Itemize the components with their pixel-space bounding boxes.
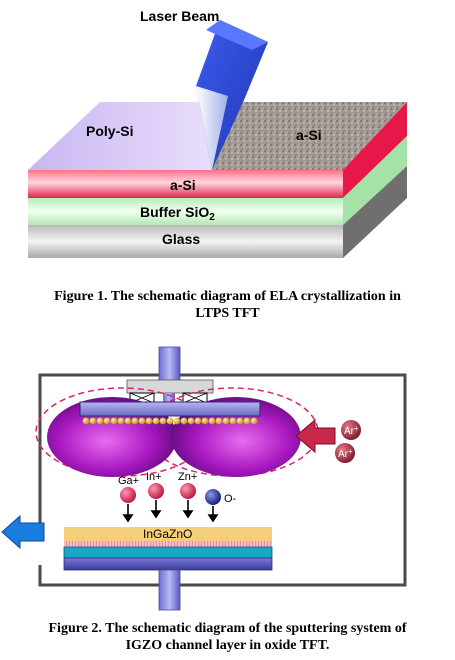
sputter-target <box>79 401 261 417</box>
zn-ion <box>180 483 196 499</box>
poly-si-label: Poly-Si <box>86 123 133 139</box>
o-ion-label: O- <box>224 493 237 505</box>
pink-interface-layer <box>64 541 272 547</box>
igzo-film <box>64 527 272 541</box>
a-si-side <box>343 102 407 198</box>
chamber-wall <box>38 373 407 587</box>
laser-beam-top <box>206 20 268 50</box>
figure-1-caption-line2: LTPS TFT <box>195 306 260 321</box>
a-si-layer-label: a-Si <box>170 177 196 193</box>
deposition-arrows <box>122 500 219 523</box>
figure-2-caption-line1: Figure 2. The schematic diagram of the s… <box>48 621 407 636</box>
figure-1-caption-line1: Figure 1. The schematic diagram of ELA c… <box>54 289 401 304</box>
substrate-holder <box>63 557 273 571</box>
laser-beam-label: Laser Beam <box>140 8 219 24</box>
substrate <box>63 546 273 559</box>
sputtering-system-diagram: Ar+ Ar+ Ga+ In+ Zn+ O- InGaZnO <box>1 346 407 611</box>
magnet-box-right-cross <box>182 392 208 404</box>
target-atoms <box>82 417 258 425</box>
exhaust-arrow <box>1 514 45 550</box>
ela-crystallization-diagram: Laser Beam Poly-Si a-Si a-Si Buffer SiO2… <box>28 8 407 258</box>
igzo-film-label: InGaZnO <box>143 527 192 541</box>
a-si-surface-label: a-Si <box>296 127 322 143</box>
plasma-right <box>171 397 301 477</box>
a-si-layer <box>28 170 343 198</box>
figure-2-caption: Figure 2. The schematic diagram of the s… <box>0 620 455 654</box>
glass-label: Glass <box>162 231 200 247</box>
center-post <box>163 393 175 403</box>
plasma-left <box>47 397 177 477</box>
a-si-surface <box>212 102 407 170</box>
gas-inlet-arrow <box>295 418 336 454</box>
zn-ion-label: Zn+ <box>178 471 197 483</box>
poly-si-surface <box>28 102 232 170</box>
ga-ion <box>120 487 136 503</box>
figure-2-caption-line2: IGZO channel layer in oxide TFT. <box>125 638 330 653</box>
figure-1-caption: Figure 1. The schematic diagram of ELA c… <box>0 288 455 322</box>
glass-side <box>343 166 407 258</box>
buffer-layer <box>28 198 343 225</box>
ar-ion-2-label: Ar+ <box>338 447 353 460</box>
buffer-side <box>343 136 407 225</box>
bottom-shaft <box>158 569 181 611</box>
ga-ion-label: Ga+ <box>118 475 139 487</box>
glass-substrate <box>28 225 343 258</box>
ar-ion-1-label: Ar+ <box>344 424 359 437</box>
o-ion <box>205 489 221 505</box>
ar-ion-1 <box>341 420 361 440</box>
laser-beam-tip <box>196 86 228 170</box>
buffer-layer-label: Buffer SiO2 <box>140 204 215 223</box>
in-ion-label: In+ <box>146 471 162 483</box>
ar-ion-2 <box>335 443 355 463</box>
in-ion <box>148 483 164 499</box>
